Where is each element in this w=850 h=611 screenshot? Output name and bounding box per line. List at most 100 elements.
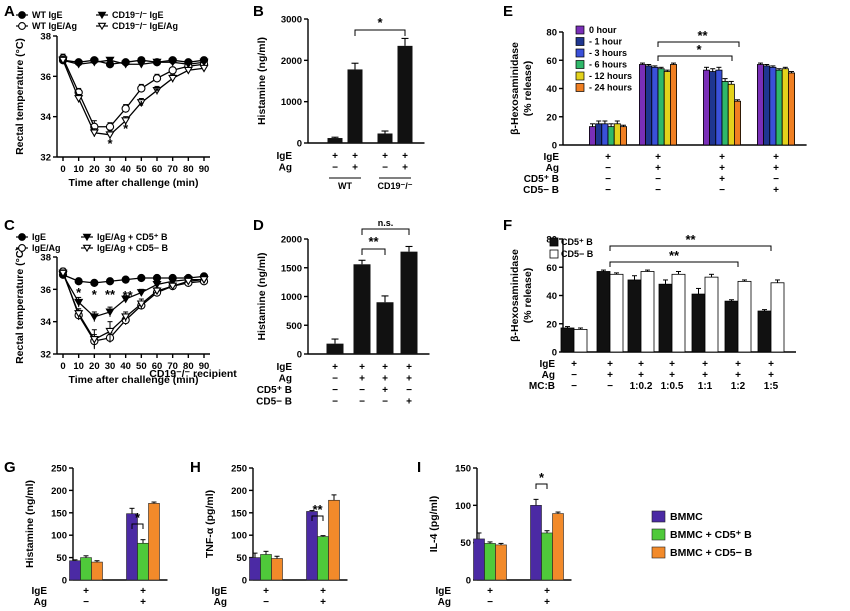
data-point [89, 313, 99, 322]
data-point [199, 276, 209, 284]
x-tick-label: 30 [105, 164, 116, 175]
row-sign: − [359, 397, 365, 408]
legend-swatch [575, 83, 585, 92]
bar [397, 45, 413, 143]
panel-label-I: I [417, 459, 421, 476]
data-point [121, 60, 131, 69]
y-tick-label: 40 [546, 84, 557, 95]
y-tick-label: 34 [40, 317, 51, 328]
row-sign: − [655, 185, 661, 196]
y-tick-label: 150 [231, 508, 247, 519]
bar [721, 81, 729, 146]
row-sign: + [359, 374, 365, 385]
row-sign: − [655, 174, 661, 185]
row-sign: − [571, 381, 577, 392]
group-label: WT [338, 181, 352, 191]
data-point [74, 60, 84, 69]
bar [639, 64, 647, 146]
y-tick-label: 20 [546, 112, 557, 123]
row-label: Ag [279, 374, 292, 385]
x-tick-label: 70 [167, 361, 178, 372]
row-sign: + [702, 370, 708, 381]
data-point [74, 298, 84, 307]
bar [620, 126, 628, 146]
data-point [199, 58, 209, 67]
series-line [62, 59, 205, 65]
row-sign: + [571, 359, 577, 370]
legend-swatch [651, 528, 666, 541]
y-tick-label: 60 [546, 56, 557, 67]
data-point [183, 66, 193, 75]
y-axis-label-line2: (% release) [522, 61, 534, 116]
x-tick-label: 10 [73, 361, 84, 372]
y-tick-label: 20 [546, 319, 557, 330]
data-point [89, 58, 99, 67]
bar [326, 343, 344, 354]
row-label: CD5− B [523, 185, 559, 196]
bar [757, 310, 772, 353]
y-tick-label: 200 [51, 486, 67, 497]
bar [560, 327, 575, 353]
significance-bracket [535, 483, 548, 489]
data-point [168, 66, 177, 75]
significance-mark: ** [697, 28, 708, 43]
significance-bracket [609, 261, 739, 267]
row-sign: + [735, 359, 741, 370]
row-sign: + [719, 163, 725, 174]
y-tick-label: 50 [460, 538, 471, 549]
data-point [121, 295, 131, 304]
significance-mark: * [92, 287, 98, 302]
row-sign: + [83, 586, 89, 597]
row-label: Ag [438, 597, 451, 608]
data-point [105, 308, 115, 317]
x-tick-label: 80 [183, 164, 194, 175]
y-axis-label-line1: β-Hexosaminidase [509, 42, 521, 135]
y-tick-label: 150 [51, 508, 67, 519]
bar [609, 273, 624, 353]
y-tick-label: 100 [455, 501, 471, 512]
bar [724, 300, 739, 353]
y-tick-label: 60 [546, 263, 557, 274]
row-sign: − [332, 397, 338, 408]
x-tick-label: 10 [73, 164, 84, 175]
row-sign: − [773, 174, 779, 185]
significance-mark: ** [669, 248, 680, 263]
row-sign: + [382, 151, 388, 162]
data-point [89, 336, 99, 344]
bar [137, 542, 149, 581]
significance-mark: * [377, 15, 383, 30]
panel-label-A: A [4, 3, 15, 20]
row-sign: + [638, 359, 644, 370]
y-tick-label: 100 [231, 531, 247, 542]
data-point [74, 95, 84, 103]
row-sign: − [605, 185, 611, 196]
y-axis-label: Histamine (ng/ml) [24, 480, 36, 568]
x-axis-label: Time after challenge (min) [69, 374, 199, 386]
row-label: CD5⁺ B [257, 385, 292, 396]
row-sign: + [773, 185, 779, 196]
y-tick-label: 0 [242, 576, 247, 587]
row-sign: 1:1 [698, 381, 713, 392]
data-point [152, 74, 162, 83]
significance-mark: ** [685, 232, 696, 247]
row-label: Ag [34, 597, 47, 608]
row-sign: + [382, 362, 388, 373]
panel-label-H: H [190, 459, 201, 476]
data-point [90, 278, 99, 287]
legend-marker [18, 11, 26, 19]
row-sign: + [352, 151, 358, 162]
y-tick-label: 1500 [281, 263, 302, 274]
bar [727, 83, 735, 146]
y-axis-label: IL-4 (pg/ml) [428, 496, 440, 553]
row-label: Ag [546, 163, 559, 174]
bar [69, 560, 81, 581]
data-point [152, 281, 162, 289]
row-sign: + [320, 597, 326, 608]
y-tick-label: 0 [552, 141, 557, 152]
y-tick-label: 32 [40, 153, 51, 164]
bar [80, 557, 92, 581]
x-tick-label: 40 [120, 361, 131, 372]
row-sign: + [406, 362, 412, 373]
row-sign: − [83, 597, 89, 608]
data-point [152, 287, 162, 296]
